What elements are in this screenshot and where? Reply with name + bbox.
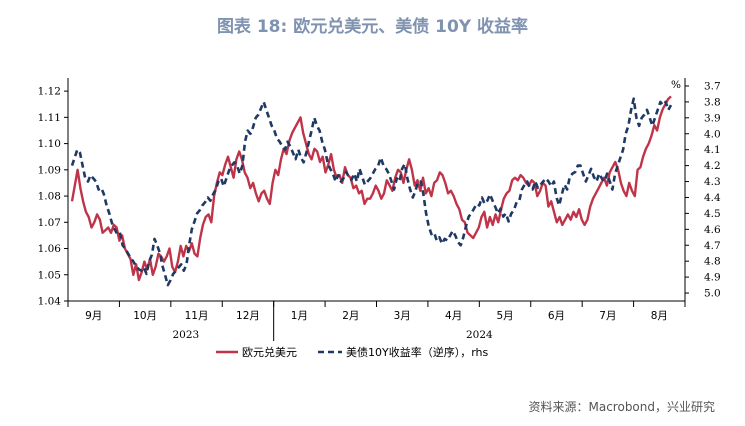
legend-label: 欧元兑美元 bbox=[242, 345, 297, 359]
right-tick-label: 4.3 bbox=[704, 176, 721, 188]
right-tick-label: 4.4 bbox=[704, 192, 721, 204]
right-tick-label: 4.1 bbox=[704, 144, 721, 156]
series-line-eurusd bbox=[70, 95, 672, 282]
month-label: 8月 bbox=[651, 310, 668, 322]
left-tick-label: 1.11 bbox=[38, 112, 61, 124]
left-tick-label: 1.05 bbox=[38, 269, 61, 281]
month-label: 9月 bbox=[85, 310, 102, 322]
month-label: 2月 bbox=[342, 310, 359, 322]
month-label: 1月 bbox=[291, 310, 308, 322]
right-tick-label: 4.7 bbox=[704, 240, 721, 252]
right-axis-unit: % bbox=[671, 79, 681, 91]
left-tick-label: 1.09 bbox=[38, 164, 61, 176]
right-tick-label: 5.0 bbox=[704, 288, 721, 300]
left-tick-label: 1.08 bbox=[38, 191, 61, 203]
month-label: 11月 bbox=[185, 310, 209, 322]
right-tick-label: 4.9 bbox=[704, 272, 721, 284]
left-tick-label: 1.10 bbox=[38, 138, 61, 150]
source-note: 资料来源：Macrobond，兴业研究 bbox=[528, 400, 716, 414]
chart-title: 图表 18: 欧元兑美元、美债 10Y 收益率 bbox=[216, 17, 529, 37]
right-tick-label: 3.7 bbox=[704, 80, 721, 92]
right-tick-label: 4.2 bbox=[704, 160, 721, 172]
left-tick-label: 1.07 bbox=[38, 217, 61, 229]
left-axis: 1.04 1.05 1.06 1.07 1.08 1.09 1.10 1.11 1.12 bbox=[38, 78, 69, 308]
x-axis: 9月 10月 11月 12月 1月 2月 3月 4月 5月 6月 7月 8月 2023 2024 bbox=[67, 300, 686, 341]
month-label: 6月 bbox=[548, 310, 565, 322]
right-tick-label: 3.9 bbox=[704, 112, 721, 124]
chart-lines bbox=[70, 95, 673, 287]
right-tick-label: 4.6 bbox=[704, 224, 721, 236]
right-tick-label: 3.8 bbox=[704, 96, 721, 108]
right-tick-label: 4.8 bbox=[704, 256, 721, 268]
right-tick-label: 4.0 bbox=[704, 128, 721, 140]
month-label: 3月 bbox=[394, 310, 411, 322]
year-label: 2023 bbox=[172, 329, 199, 341]
left-tick-label: 1.04 bbox=[38, 296, 62, 308]
month-label: 5月 bbox=[496, 310, 513, 322]
month-label: 7月 bbox=[599, 310, 616, 322]
left-tick-label: 1.12 bbox=[38, 86, 61, 98]
legend: 欧元兑美元 美债10Y收益率（逆序），rhs bbox=[216, 345, 489, 359]
year-label: 2024 bbox=[466, 329, 493, 341]
series-line-ust10y bbox=[70, 97, 673, 287]
month-label: 12月 bbox=[236, 310, 260, 322]
right-tick-label: 4.5 bbox=[704, 208, 721, 220]
left-tick-label: 1.06 bbox=[38, 243, 62, 255]
right-axis: 3.7 3.8 3.9 4.0 4.1 4.2 4.3 4.4 4.5 4.6 4.7 4.8 4.9 5… bbox=[671, 78, 721, 301]
month-label: 4月 bbox=[445, 310, 462, 322]
month-label: 10月 bbox=[133, 310, 157, 322]
legend-label: 美债10Y收益率（逆序），rhs bbox=[346, 345, 489, 359]
